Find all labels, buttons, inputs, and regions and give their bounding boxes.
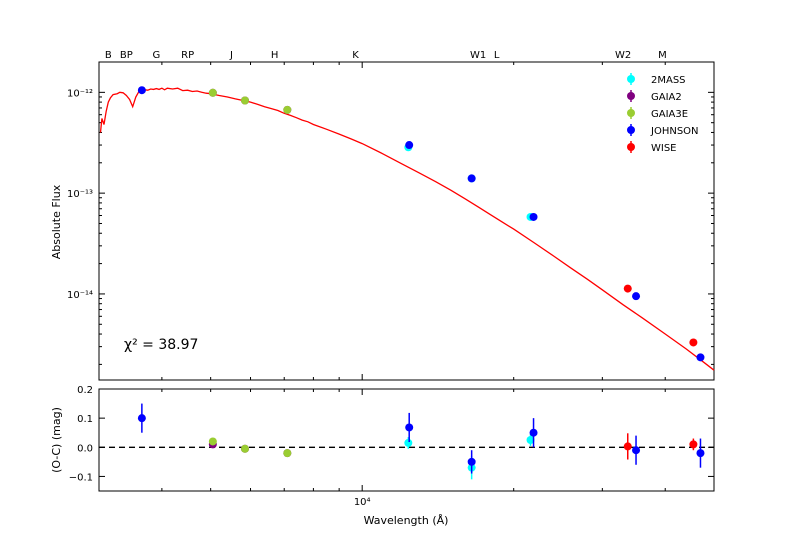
residual-point-johnson xyxy=(467,457,476,466)
legend-marker xyxy=(627,109,635,117)
residual-y-tick-label: 0.2 xyxy=(77,385,93,396)
filter-labels: B BP G RP J H K W1 L W2 M xyxy=(105,50,667,61)
chi-square-annotation: χ² = 38.97 xyxy=(124,337,198,353)
residual-point-wise xyxy=(623,442,632,451)
residual-data-points xyxy=(137,403,705,480)
sed-point-johnson xyxy=(405,141,414,150)
residual-point-gaia3e xyxy=(283,449,292,458)
residual-panel: 10⁴ 0.2 0.1 0.0 −0.1 Wavelength (Å) (O-C) (… xyxy=(50,385,715,527)
filter-label: BP xyxy=(120,50,133,61)
filter-label: RP xyxy=(181,50,194,61)
filter-label: W2 xyxy=(615,50,631,61)
legend-marker xyxy=(627,143,635,151)
residual-point-johnson xyxy=(696,449,705,458)
sed-y-tick-label: 10⁻¹² xyxy=(67,88,93,99)
sed-y-ticks: 10⁻¹² 10⁻¹³ 10⁻¹⁴ xyxy=(67,61,714,365)
sed-point-gaia3e xyxy=(283,105,292,114)
residual-point-wise xyxy=(689,440,698,449)
x-axis-title: Wavelength (Å) xyxy=(364,514,449,527)
sed-point-wise xyxy=(689,338,698,347)
legend-marker xyxy=(627,126,635,134)
filter-label: B xyxy=(105,50,112,61)
sed-point-johnson xyxy=(696,353,705,362)
legend-label: JOHNSON xyxy=(650,126,699,137)
sed-point-gaia3e xyxy=(208,88,217,97)
sed-point-johnson xyxy=(529,212,538,221)
sed-point-johnson xyxy=(137,86,146,95)
sed-point-johnson xyxy=(467,174,476,183)
residual-point-johnson xyxy=(405,423,414,432)
legend-label: 2MASS xyxy=(651,75,686,86)
residual-x-ticks: 10⁴ xyxy=(98,389,715,508)
sed-data-points xyxy=(137,86,705,362)
sed-point-johnson xyxy=(632,292,641,301)
legend-marker xyxy=(627,75,635,83)
filter-label: M xyxy=(658,50,667,61)
residual-y-tick-label: −0.1 xyxy=(69,472,93,483)
residual-y-tick-label: 0.1 xyxy=(77,414,93,425)
filter-label: J xyxy=(229,50,233,61)
sed-y-tick-label: 10⁻¹⁴ xyxy=(67,290,93,301)
residual-point-johnson xyxy=(632,446,641,455)
sed-panel: 10⁻¹² 10⁻¹³ 10⁻¹⁴ B BP G RP J H K W1 L W2 M χ² = 38.… xyxy=(50,50,715,381)
x-tick-label: 10⁴ xyxy=(354,497,371,508)
residual-y-axis-title: (O-C) (mag) xyxy=(50,407,63,473)
legend-label: GAIA2 xyxy=(651,92,682,103)
sed-x-ticks xyxy=(98,62,715,380)
sed-y-tick-label: 10⁻¹³ xyxy=(67,189,93,200)
residual-point-johnson xyxy=(137,414,146,423)
sed-point-wise xyxy=(623,284,632,293)
sed-point-gaia3e xyxy=(240,96,249,105)
residual-point-2mass xyxy=(526,436,535,444)
residual-y-tick-label: 0.0 xyxy=(77,443,93,454)
filter-label: K xyxy=(352,50,359,61)
legend: 2MASS GAIA2 GAIA3E JOHNSON WISE xyxy=(627,73,699,154)
residual-panel-frame xyxy=(98,388,715,492)
filter-label: W1 xyxy=(470,50,486,61)
legend-label: GAIA3E xyxy=(651,109,688,120)
filter-label: L xyxy=(494,50,500,61)
filter-label: G xyxy=(152,50,160,61)
model-spectrum-curve xyxy=(99,87,715,371)
residual-point-gaia3e xyxy=(208,437,217,446)
sed-panel-frame xyxy=(98,61,715,381)
residual-point-gaia3e xyxy=(240,444,249,453)
residual-point-2mass xyxy=(404,438,413,447)
residual-point-johnson xyxy=(529,428,538,437)
filter-label: H xyxy=(271,50,279,61)
legend-label: WISE xyxy=(651,143,677,154)
legend-marker xyxy=(627,92,635,100)
sed-y-axis-title: Absolute Flux xyxy=(50,184,63,259)
